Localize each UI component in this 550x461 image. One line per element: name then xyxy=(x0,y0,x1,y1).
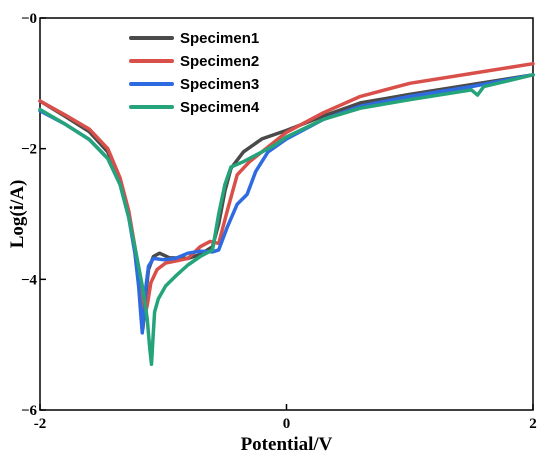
y-tick-label: −0 xyxy=(21,11,37,27)
series-line-4 xyxy=(38,73,535,367)
y-tick-label: −4 xyxy=(21,272,38,288)
series-line-1 xyxy=(38,73,535,331)
legend-label-1: Specimen1 xyxy=(180,30,259,47)
y-axis-title: Log(i/A) xyxy=(7,180,28,249)
legend-label-2: Specimen2 xyxy=(180,53,259,70)
y-tick-label: −2 xyxy=(21,142,37,158)
y-axis-ticks: −0 −2 −4 −6 xyxy=(21,11,46,419)
legend: Specimen1 Specimen2 Specimen3 Specimen4 xyxy=(129,30,260,116)
y-tick-label: −6 xyxy=(21,403,38,419)
x-axis-ticks: -2 0 2 xyxy=(34,404,537,432)
x-tick-label: 0 xyxy=(283,416,291,432)
series-layer xyxy=(38,61,535,367)
x-axis-title: Potential/V xyxy=(241,434,333,455)
legend-label-3: Specimen3 xyxy=(180,76,259,93)
legend-label-4: Specimen4 xyxy=(180,99,260,116)
x-tick-label: -2 xyxy=(34,416,47,432)
series-line-2 xyxy=(38,61,535,318)
x-tick-label: 2 xyxy=(529,416,537,432)
series-line-3 xyxy=(38,73,535,335)
